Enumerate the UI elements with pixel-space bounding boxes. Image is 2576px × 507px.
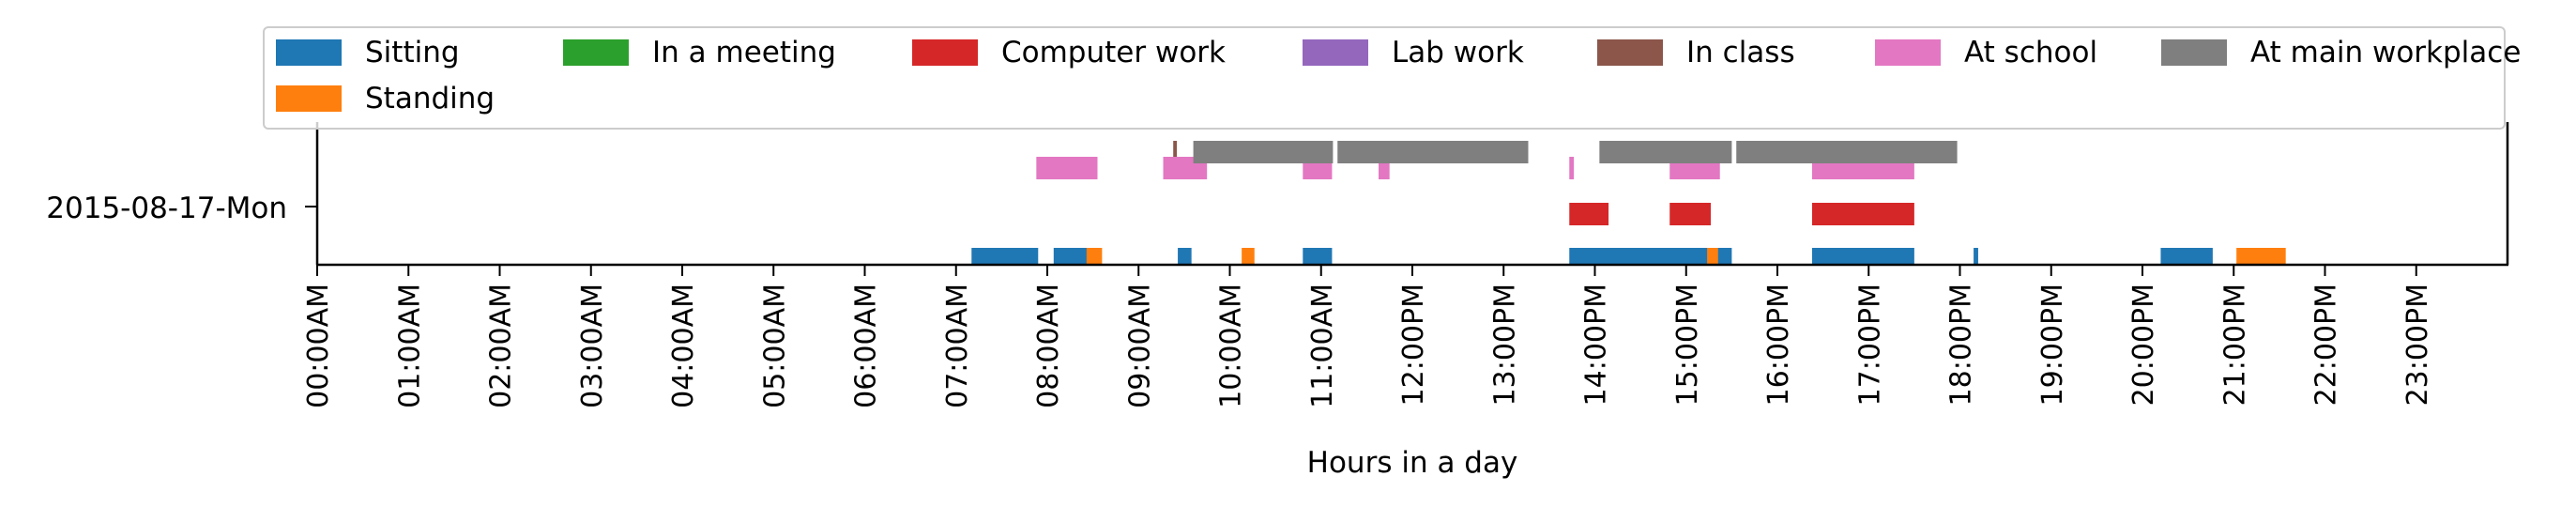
x-tick-label: 04:00AM <box>667 284 700 408</box>
interval-bar <box>1178 248 1192 265</box>
interval-bar <box>1036 157 1098 179</box>
x-tick-label: 23:00PM <box>2401 284 2434 406</box>
interval-bars <box>971 141 2286 265</box>
x-tick-label: 15:00PM <box>1671 284 1704 406</box>
interval-bar <box>1569 248 1712 265</box>
interval-bar <box>1811 248 1914 265</box>
x-tick-label: 18:00PM <box>1945 284 1978 406</box>
x-tick-label: 00:00AM <box>302 284 335 408</box>
legend-label: In class <box>1686 36 1795 69</box>
legend-item: In class <box>1597 34 1795 71</box>
chart-legend: Sitting Standing In a meeting Computer work… <box>263 26 2521 130</box>
interval-bar <box>1707 248 1718 265</box>
legend-label: Computer work <box>1001 36 1226 69</box>
legend-item: In a meeting <box>563 34 836 71</box>
legend-label: At main workplace <box>2250 36 2522 69</box>
x-tick-label: 02:00AM <box>485 284 518 408</box>
legend-label: In a meeting <box>652 36 836 69</box>
legend-swatch <box>563 39 629 66</box>
legend-label: Standing <box>365 82 495 115</box>
interval-bar <box>1974 248 1978 265</box>
legend-swatch <box>276 85 342 112</box>
x-axis-ticks: 00:00AM 01:00AM 02:00AM 03:00AM 04:00AM 05:00… <box>302 265 2434 408</box>
x-tick-label: 17:00PM <box>1853 284 1886 406</box>
interval-bar <box>2160 248 2213 265</box>
legend-label: At school <box>1964 36 2098 69</box>
legend-item: Computer work <box>912 34 1226 71</box>
interval-bar <box>1811 203 1914 225</box>
y-tick-label: 2015-08-17-Mon <box>46 192 287 225</box>
legend-label: Lab work <box>1392 36 1524 69</box>
interval-bar <box>1569 157 1575 179</box>
interval-bar <box>1337 141 1529 163</box>
x-tick-label: 08:00AM <box>1032 284 1065 408</box>
interval-bar <box>1053 248 1091 265</box>
x-tick-label: 13:00PM <box>1488 284 1521 406</box>
legend-item: At school <box>1875 34 2097 71</box>
interval-bar <box>971 248 1039 265</box>
x-tick-label: 16:00PM <box>1762 284 1795 406</box>
interval-bar <box>1193 141 1334 163</box>
x-tick-label: 05:00AM <box>758 284 791 408</box>
legend-swatch <box>2161 39 2227 66</box>
legend-swatch <box>276 39 342 66</box>
interval-bar <box>1669 203 1712 225</box>
interval-bar <box>1303 248 1333 265</box>
interval-bar <box>1379 157 1390 179</box>
x-tick-label: 11:00AM <box>1306 284 1339 408</box>
legend-swatch <box>1303 39 1368 66</box>
legend-swatch <box>912 39 978 66</box>
x-tick-label: 19:00PM <box>2036 284 2069 406</box>
legend-item: Lab work <box>1303 34 1524 71</box>
x-tick-label: 10:00AM <box>1215 284 1248 408</box>
interval-bar <box>1173 141 1178 163</box>
interval-bar <box>1599 141 1732 163</box>
x-tick-label: 03:00AM <box>576 284 609 408</box>
legend-swatch <box>1875 39 1941 66</box>
x-tick-label: 09:00AM <box>1123 284 1156 408</box>
legend-item: At main workplace <box>2161 34 2521 71</box>
legend-item: Sitting <box>276 34 460 71</box>
x-tick-label: 20:00PM <box>2127 284 2160 406</box>
x-tick-label: 12:00PM <box>1397 284 1430 406</box>
x-tick-label: 22:00PM <box>2310 284 2343 406</box>
interval-bar <box>1569 203 1609 225</box>
interval-bar <box>2236 248 2286 265</box>
legend-swatch <box>1597 39 1663 66</box>
x-tick-label: 21:00PM <box>2218 284 2251 406</box>
legend-item: Standing <box>276 80 495 117</box>
x-tick-label: 14:00PM <box>1580 284 1613 406</box>
x-tick-label: 01:00AM <box>393 284 426 408</box>
legend-label: Sitting <box>365 36 460 69</box>
x-axis-label: Hours in a day <box>1307 446 1518 480</box>
interval-bar <box>1242 248 1255 265</box>
x-tick-label: 06:00AM <box>850 284 883 408</box>
interval-bar <box>1736 141 1958 163</box>
interval-bar <box>1086 248 1103 265</box>
x-tick-label: 07:00AM <box>941 284 974 408</box>
